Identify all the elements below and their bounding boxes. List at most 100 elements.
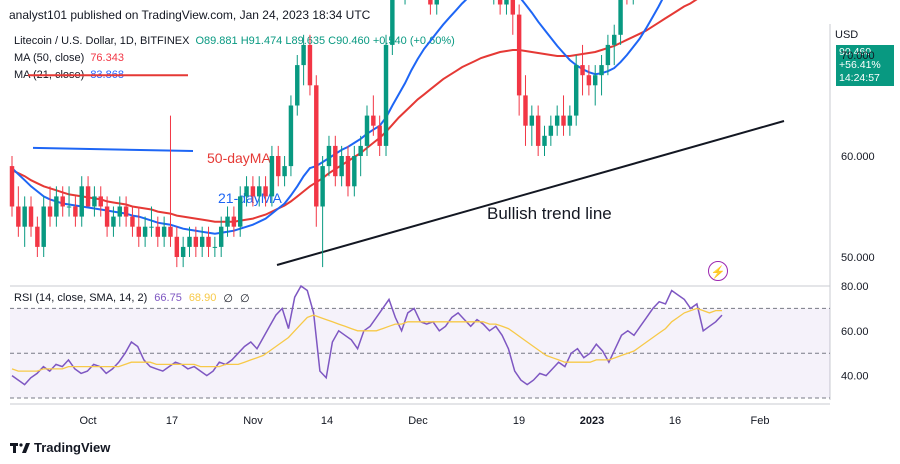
- candle: [586, 65, 592, 96]
- candle: [371, 95, 376, 136]
- candle: [529, 105, 535, 146]
- candle: [561, 95, 566, 136]
- candle: [28, 196, 34, 237]
- ma50-label[interactable]: MA (50, close): [14, 52, 85, 64]
- candle: [263, 176, 268, 207]
- candle-body: [428, 0, 433, 5]
- rsi-label[interactable]: RSI (14, close, SMA, 14, 2): [14, 292, 148, 304]
- candle: [390, 0, 395, 55]
- price-tick-label: 70.000: [841, 50, 875, 62]
- symbol-label[interactable]: Litecoin / U.S. Dollar, 1D, BITFINEX: [14, 35, 190, 47]
- candle: [434, 0, 439, 15]
- candle-body: [345, 156, 351, 187]
- candle-body: [314, 85, 319, 207]
- symbol-row: Litecoin / U.S. Dollar, 1D, BITFINEX O89…: [14, 33, 455, 50]
- ma50-row: MA (50, close) 76.343: [14, 50, 455, 67]
- candle-body: [567, 115, 573, 126]
- time-tick-label: 16: [669, 415, 681, 427]
- candle: [47, 186, 53, 227]
- price-tick-label: 60.000: [841, 151, 875, 163]
- candle: [345, 145, 351, 197]
- candle: [206, 226, 211, 257]
- candle-body: [599, 65, 604, 76]
- candle-body: [320, 166, 325, 207]
- candle: [130, 206, 135, 237]
- time-tick-label: 19: [513, 415, 525, 427]
- candle: [618, 0, 623, 45]
- candle-body: [364, 115, 370, 146]
- candle-body: [592, 75, 598, 86]
- time-tick-label: 2023: [580, 415, 604, 427]
- candle-body: [535, 115, 541, 146]
- candle: [9, 156, 15, 217]
- ma50-value: 76.343: [90, 52, 124, 64]
- candle: [404, 0, 406, 5]
- candle-body: [123, 206, 129, 217]
- candle: [117, 196, 122, 227]
- time-tick-label: Feb: [751, 415, 770, 427]
- candle: [592, 65, 598, 106]
- candle: [199, 226, 205, 257]
- candle: [92, 186, 97, 217]
- candle: [548, 115, 554, 146]
- candle: [352, 145, 357, 197]
- candle: [123, 196, 129, 227]
- candle-body: [73, 206, 78, 217]
- candle: [580, 44, 585, 96]
- candle: [104, 196, 110, 237]
- candle-body: [136, 226, 142, 237]
- candle-body: [257, 186, 262, 197]
- candle-body: [516, 14, 522, 96]
- candle-body: [573, 65, 579, 116]
- candle: [22, 196, 27, 247]
- rsi-line: [11, 284, 723, 386]
- annotation-trend-line: Bullish trend line: [487, 204, 612, 223]
- time-tick-label: 14: [321, 415, 333, 427]
- candle-body: [434, 0, 439, 5]
- candle: [516, 4, 522, 116]
- candle-body: [54, 196, 59, 217]
- candle-body: [237, 196, 243, 227]
- candle-body: [79, 186, 84, 217]
- candle: [136, 206, 142, 247]
- candle: [155, 216, 161, 247]
- candle-body: [250, 186, 256, 197]
- candle-body: [66, 206, 72, 208]
- candle: [180, 236, 186, 268]
- candle-body: [333, 145, 338, 177]
- candle: [187, 226, 192, 257]
- candle-body: [358, 145, 363, 156]
- candle: [428, 0, 433, 15]
- candle: [231, 206, 237, 237]
- candle: [174, 226, 180, 268]
- candle-body: [47, 206, 53, 217]
- candle-body: [60, 196, 65, 207]
- published-line: analyst101 published on TradingView.com,…: [9, 8, 371, 22]
- candle-body: [307, 44, 313, 86]
- ma21-reference-line: [32, 146, 194, 152]
- candle-body: [180, 246, 186, 257]
- candle-body: [301, 44, 306, 66]
- bullish-trend-line: [276, 120, 785, 266]
- candle: [218, 216, 224, 257]
- lightning-icon[interactable]: ⚡: [708, 261, 728, 281]
- candle-body: [269, 156, 275, 197]
- annotation-50-day-ma: 50-dayMA: [207, 150, 271, 166]
- rsi-empty-1: ∅: [223, 293, 233, 305]
- price-tick-label: 50.000: [841, 252, 875, 264]
- candle: [523, 75, 528, 146]
- candle: [16, 186, 21, 237]
- candle: [111, 206, 116, 237]
- candle-body: [542, 135, 547, 146]
- candle: [599, 55, 604, 96]
- currency-label[interactable]: USD: [835, 29, 859, 41]
- candle: [320, 156, 325, 268]
- candle: [295, 55, 300, 116]
- candle-body: [187, 236, 192, 247]
- candle: [364, 105, 370, 156]
- rsi-tick-label: 40.00: [841, 371, 869, 383]
- footer-brand[interactable]: TradingView: [10, 440, 110, 455]
- time-tick-label: Nov: [243, 415, 263, 427]
- candle-body: [586, 75, 592, 86]
